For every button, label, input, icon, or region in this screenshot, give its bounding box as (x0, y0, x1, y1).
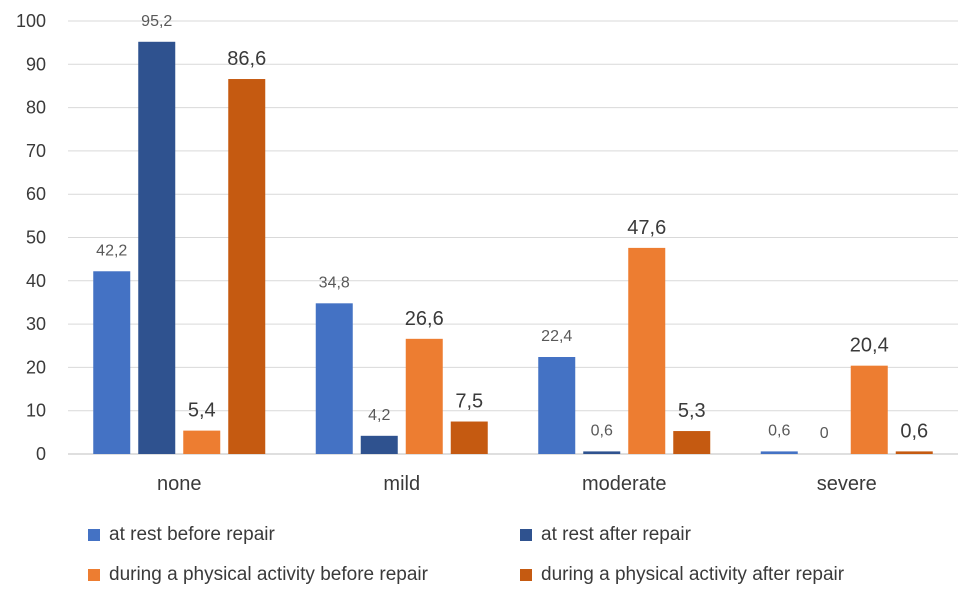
legend: at rest before repair at rest after repa… (88, 520, 948, 586)
data-label: 47,6 (627, 217, 666, 239)
bar (760, 451, 798, 454)
y-tick-label: 100 (16, 11, 46, 31)
bar (405, 338, 443, 454)
gridlines (68, 20, 958, 455)
bar (228, 79, 266, 454)
data-label: 0,6 (768, 422, 790, 439)
y-axis-ticks: 0 10 20 30 40 50 60 70 80 90 100 (16, 11, 46, 464)
data-label: 20,4 (850, 335, 889, 357)
data-label: 95,2 (141, 13, 172, 30)
legend-label: during a physical activity after repair (541, 564, 845, 585)
legend-swatch (520, 529, 532, 541)
data-label: 0,6 (591, 422, 613, 439)
bar (583, 451, 621, 454)
legend-swatch (88, 529, 100, 541)
legend-label: at rest after repair (541, 524, 691, 545)
data-label: 5,4 (188, 400, 216, 422)
data-labels: 42,2 95,2 5,4 86,6 34,8 4,2 26,6 7,5 22,4 0,6 47,6… (96, 13, 928, 443)
x-axis-categories: none mild moderate severe (157, 473, 877, 495)
data-label: 86,6 (227, 48, 266, 70)
data-label: 5,3 (678, 400, 706, 422)
data-label: 7,5 (455, 391, 483, 413)
bar (360, 435, 398, 454)
bar-chart: 0 10 20 30 40 50 60 70 80 90 100 42,2 95,2 5,4 86,6 34… (16, 11, 958, 495)
bar (895, 451, 933, 454)
y-tick-label: 70 (26, 141, 46, 161)
legend-item-series-2: at rest after repair (520, 524, 691, 546)
y-tick-label: 40 (26, 271, 46, 291)
data-label: 34,8 (319, 274, 350, 291)
y-tick-label: 60 (26, 184, 46, 204)
y-tick-label: 50 (26, 228, 46, 248)
data-label: 42,2 (96, 242, 127, 259)
legend-label: at rest before repair (109, 524, 275, 545)
legend-swatch (88, 569, 100, 581)
bars (93, 41, 933, 455)
legend-item-series-4: during a physical activity after repair (520, 564, 844, 586)
data-label: 0 (820, 425, 829, 442)
legend-swatch (520, 569, 532, 581)
legend-item-series-3: during a physical activity before repair (88, 564, 428, 586)
data-label: 4,2 (368, 407, 390, 424)
category-label: none (157, 473, 202, 495)
y-tick-label: 0 (36, 444, 46, 464)
bar (628, 247, 666, 454)
bar (93, 271, 131, 454)
y-tick-label: 90 (26, 54, 46, 74)
bar (183, 430, 221, 454)
y-tick-label: 30 (26, 314, 46, 334)
legend-item-series-1: at rest before repair (88, 524, 275, 546)
category-label: severe (817, 473, 877, 495)
y-tick-label: 80 (26, 98, 46, 118)
bar (315, 303, 353, 454)
bar (673, 431, 711, 454)
y-tick-label: 10 (26, 401, 46, 421)
data-label: 26,6 (405, 308, 444, 330)
bar (138, 41, 176, 455)
category-label: mild (383, 473, 420, 495)
data-label: 22,4 (541, 328, 572, 345)
category-label: moderate (582, 473, 667, 495)
y-tick-label: 20 (26, 357, 46, 377)
data-label: 0,6 (900, 420, 928, 442)
bar (850, 365, 888, 454)
bar (538, 357, 576, 454)
legend-label: during a physical activity before repair (109, 564, 428, 585)
bar (450, 421, 488, 454)
